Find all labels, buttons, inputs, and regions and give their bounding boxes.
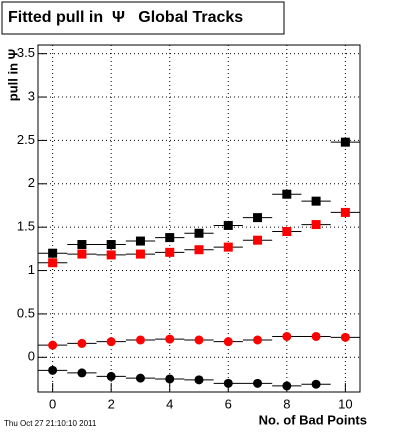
point (135, 249, 145, 259)
timestamp: Thu Oct 27 21:10:10 2011 (4, 419, 97, 428)
x-axis-label: No. of Bad Points (259, 412, 367, 427)
point (194, 245, 204, 255)
point (194, 228, 204, 238)
point (282, 331, 292, 341)
y-tick-label: 1.5 (17, 219, 35, 234)
point (282, 227, 292, 237)
y-tick-label: 2.5 (17, 132, 35, 147)
point (48, 340, 58, 350)
point (77, 338, 87, 348)
point (135, 236, 145, 246)
point (311, 379, 321, 389)
point (106, 337, 116, 347)
point (165, 233, 175, 243)
point (282, 381, 292, 391)
point (135, 335, 145, 345)
chart-title: Fitted pull in Ψ Global Tracks (8, 9, 243, 26)
point (106, 371, 116, 381)
point (106, 250, 116, 260)
point (194, 335, 204, 345)
point (253, 335, 263, 345)
point (135, 373, 145, 383)
y-tick-label: 2 (28, 175, 35, 190)
point (282, 189, 292, 199)
point (311, 331, 321, 341)
y-tick-label: 1 (28, 262, 35, 277)
point (223, 220, 233, 230)
point (223, 242, 233, 252)
x-tick-label: 0 (49, 396, 56, 411)
x-tick-label: 8 (283, 396, 290, 411)
point (340, 207, 350, 217)
point (165, 374, 175, 384)
y-axis-label: pull in Ψ (5, 49, 20, 101)
point (77, 249, 87, 259)
x-tick-label: 6 (225, 396, 232, 411)
point (253, 235, 263, 245)
title-box (1, 1, 285, 35)
point (223, 378, 233, 388)
point (340, 332, 350, 342)
x-tick-label: 4 (166, 396, 173, 411)
y-tick-label: 0 (28, 349, 35, 364)
x-tick-label: 10 (338, 396, 352, 411)
point (194, 375, 204, 385)
point (253, 378, 263, 388)
point (340, 137, 350, 147)
point (106, 240, 116, 250)
y-tick-label: 3.5 (17, 45, 35, 60)
point (311, 220, 321, 230)
point (253, 213, 263, 223)
point (165, 247, 175, 257)
point (77, 368, 87, 378)
y-tick-label: 3 (28, 88, 35, 103)
point (48, 258, 58, 268)
point (48, 248, 58, 258)
plot-frame (37, 44, 361, 393)
point (311, 196, 321, 206)
point (77, 240, 87, 250)
point (165, 334, 175, 344)
y-tick-label: 0.5 (17, 305, 35, 320)
point (223, 337, 233, 347)
point (48, 365, 58, 375)
x-tick-label: 2 (108, 396, 115, 411)
